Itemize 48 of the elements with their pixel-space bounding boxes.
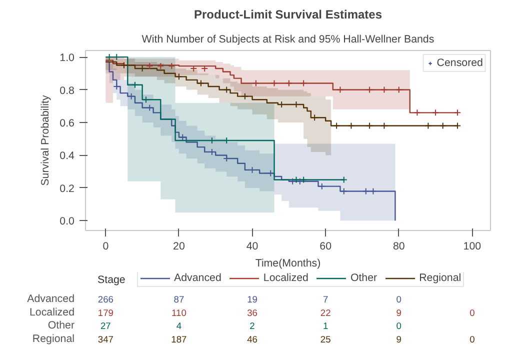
- data-label: 36: [247, 308, 258, 318]
- y-tick-label: 0.2: [60, 182, 75, 195]
- legend-label: Censored: [436, 57, 483, 69]
- data-label: 87: [174, 294, 184, 305]
- y-tick-label: 0.8: [60, 84, 75, 97]
- x-tick-label: 0: [102, 240, 109, 252]
- y-tick-label: Regional: [32, 332, 75, 345]
- y-axis-title: Survival Probability: [40, 94, 52, 186]
- y-tick-label: 0.4: [60, 150, 75, 162]
- data-label: 46: [247, 334, 258, 344]
- data-label: 7: [322, 294, 328, 305]
- x-tick-label: 60: [320, 240, 332, 252]
- x-tick-label: 40: [246, 240, 258, 252]
- y-tick-label: 1.0: [60, 52, 75, 64]
- y-tick-label: Other: [48, 320, 75, 332]
- chart-subtitle: With Number of Subjects at Risk and 95% Hall-Wellner Bands: [142, 34, 434, 46]
- data-label: 0: [396, 321, 402, 332]
- legend-label: Advanced: [174, 272, 222, 284]
- y-tick-label: 0.0: [60, 216, 75, 228]
- legend-label: Regional: [419, 272, 462, 284]
- data-label: 179: [98, 308, 114, 318]
- data-label: 110: [172, 308, 186, 318]
- data-label: 4: [176, 321, 182, 332]
- data-label: 9: [396, 334, 402, 344]
- x-tick-label: 100: [463, 240, 482, 252]
- data-label: 19: [247, 294, 258, 305]
- data-label: 27: [100, 321, 111, 332]
- legend-label: Other: [350, 272, 378, 284]
- data-label: 0: [470, 334, 475, 344]
- y-tick-label: Advanced: [27, 293, 75, 306]
- chart-title: Product-Limit Survival Estimates: [194, 8, 382, 22]
- x-axis-title: Time(Months): [255, 258, 321, 270]
- x-tick-label: 80: [392, 240, 405, 252]
- data-label: 9: [396, 308, 402, 318]
- data-label: 22: [320, 308, 331, 318]
- legend-label: Localized: [263, 272, 308, 284]
- data-label: 0: [396, 294, 402, 305]
- legend-title: Stage: [98, 274, 126, 286]
- data-label: 187: [171, 334, 187, 344]
- y-tick-label: Localized: [29, 306, 75, 318]
- data-label: 347: [98, 334, 114, 344]
- data-label: 266: [98, 294, 114, 305]
- data-label: 25: [320, 334, 331, 344]
- data-label: 0: [470, 308, 475, 318]
- data-label: 1: [322, 321, 328, 332]
- data-label: 2: [250, 321, 255, 332]
- y-tick-label: 0.6: [60, 118, 75, 130]
- x-tick-label: 20: [173, 240, 185, 252]
